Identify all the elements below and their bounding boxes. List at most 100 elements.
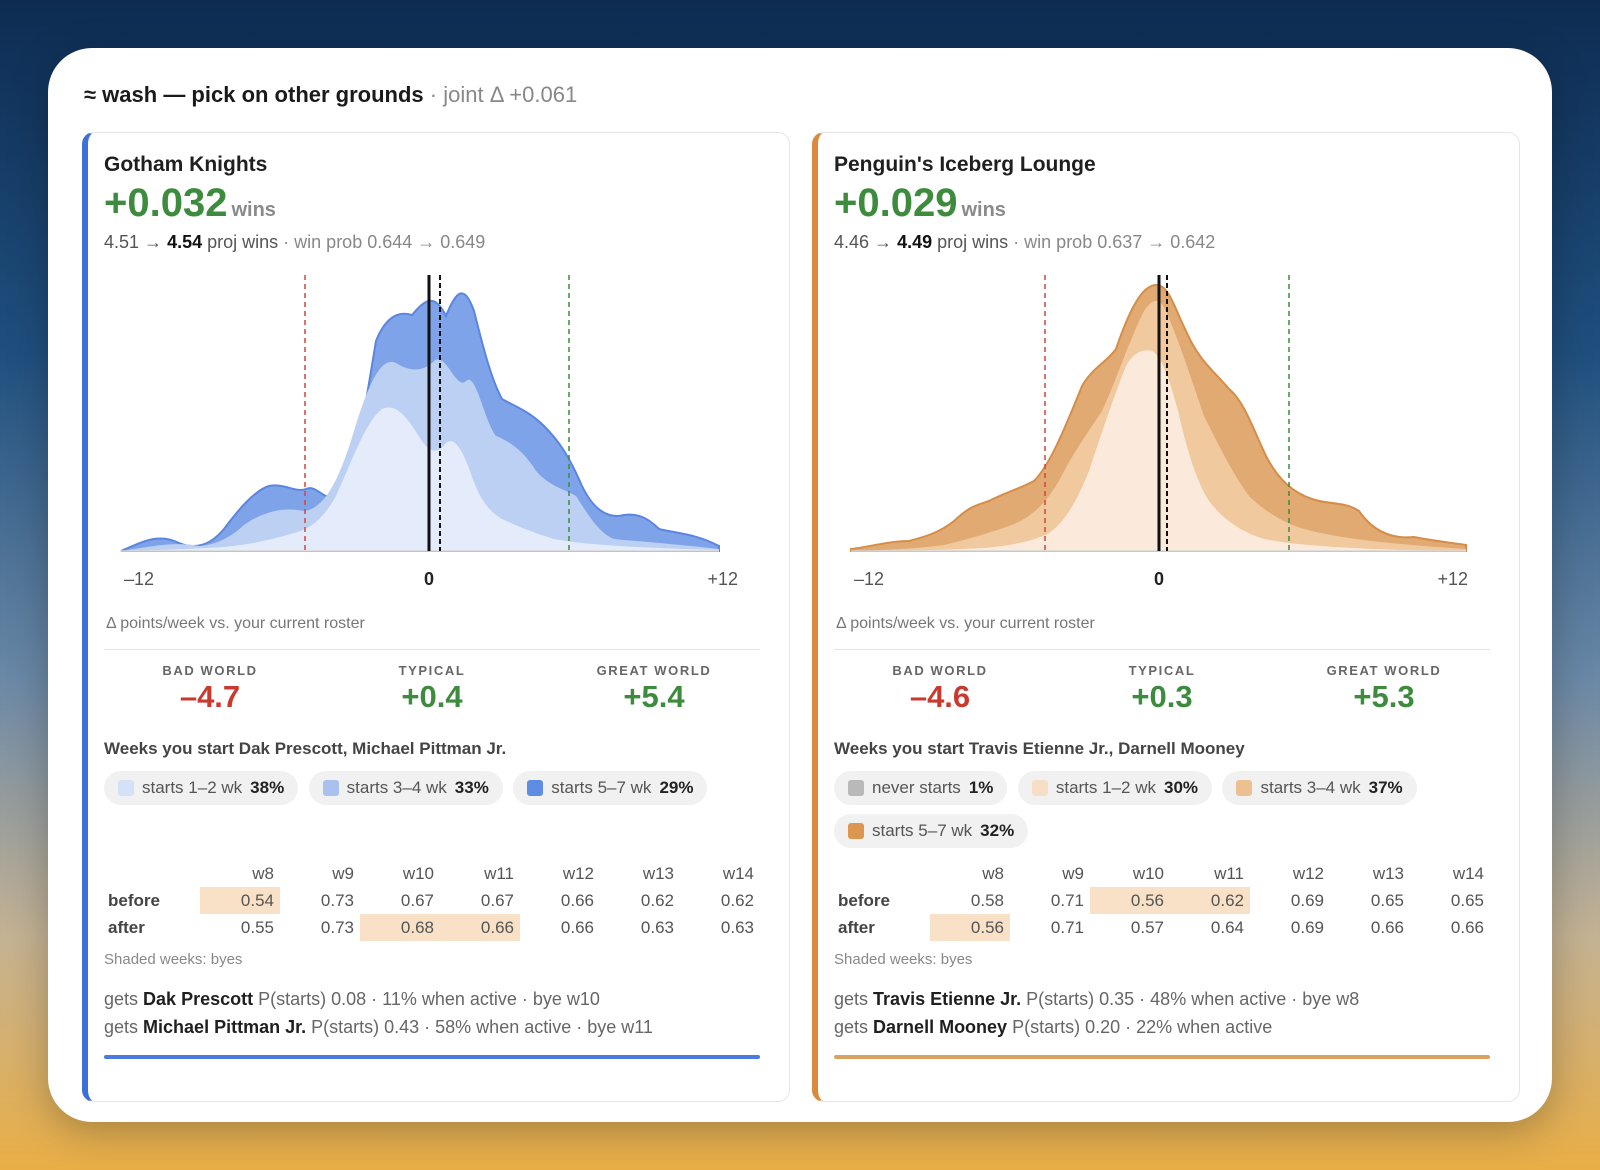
bad-world-value: –4.7 <box>179 679 241 714</box>
axis-tick-zero: 0 <box>1154 569 1164 589</box>
table-cell: 0.57 <box>1130 917 1164 937</box>
table-cell: 0.68 <box>360 914 440 941</box>
player-detail: P(starts) 0.08 · 11% when active · bye w… <box>258 989 600 1009</box>
player-detail: P(starts) 0.43 · 58% when active · bye w… <box>311 1017 653 1037</box>
table-cell: 0.65 <box>1450 890 1484 910</box>
joint-delta: · joint Δ +0.061 <box>423 82 578 107</box>
bad-world: BAD WORLD –4.7 <box>100 663 320 715</box>
week-header-row: w8 w9 w10 w11 w12 w13 w14 <box>834 861 1490 887</box>
table-cell: 0.63 <box>640 917 674 937</box>
great-world: GREAT WORLD +5.3 <box>1274 663 1494 715</box>
table-cell: 0.62 <box>640 890 674 910</box>
table-cell: 0.58 <box>970 890 1004 910</box>
proj-before: 4.46 → <box>834 232 893 252</box>
chip-label: starts 1–2 wk <box>1055 778 1156 797</box>
chip-swatch <box>527 780 544 796</box>
great-world-value: +5.4 <box>623 679 685 714</box>
chip-swatch <box>118 780 134 796</box>
distribution-chart: –12 0 +12 <box>850 275 1468 589</box>
win-delta-unit: wins <box>231 199 276 221</box>
table-cell: 0.66 <box>560 890 594 910</box>
table-cell: 0.65 <box>1370 890 1404 910</box>
axis-caption: Δ points/week vs. your current roster <box>106 615 365 632</box>
chip-pct: 30% <box>1164 778 1199 797</box>
week-header: w14 <box>1452 864 1484 883</box>
axis-tick-min: –12 <box>854 569 884 589</box>
comparison-card: ≈ wash — pick on other grounds · joint Δ… <box>48 48 1552 1122</box>
weeks-title: Weeks you start Dak Prescott, Michael Pi… <box>104 739 507 758</box>
accent-bar <box>104 1055 760 1059</box>
gets-player-2: gets Darnell Mooney P(starts) 0.20 · 22%… <box>834 1017 1272 1038</box>
axis-caption: Δ points/week vs. your current roster <box>836 615 1095 632</box>
week-header: w11 <box>484 864 514 883</box>
typical-value: +0.4 <box>401 679 463 714</box>
axis-tick-max: +12 <box>707 569 738 589</box>
table-cell: 0.69 <box>1290 917 1324 937</box>
week-header: w12 <box>562 864 594 883</box>
chip-pct: 38% <box>250 778 285 797</box>
gets-player-1: gets Travis Etienne Jr. P(starts) 0.35 ·… <box>834 989 1359 1010</box>
win-delta: +0.029 wins <box>834 181 1006 226</box>
chip-label: starts 5–7 wk <box>872 821 973 840</box>
gets-player-2: gets Michael Pittman Jr. P(starts) 0.43 … <box>104 1017 653 1038</box>
proj-before: 4.51 → <box>104 232 163 252</box>
chip-starts-5-7[interactable]: starts 5–7 wk 32% <box>834 814 1029 848</box>
before-row: before 0.58 0.71 0.56 0.62 0.69 0.65 0.6… <box>834 887 1490 914</box>
week-header: w13 <box>642 864 674 883</box>
table-cell: 0.66 <box>560 917 594 937</box>
team-name: Gotham Knights <box>104 153 268 176</box>
projection-line: 4.51 → 4.54 proj wins · win prob 0.644 →… <box>104 232 485 253</box>
chip-starts-5-7[interactable]: starts 5–7 wk 29% <box>513 771 708 805</box>
axis-tick-max: +12 <box>1437 569 1468 589</box>
team-name: Penguin's Iceberg Lounge <box>834 153 1096 176</box>
week-header-row: w8 w9 w10 w11 w12 w13 w14 <box>104 861 760 887</box>
table-cell: 0.69 <box>1290 890 1324 910</box>
win-delta-value: +0.029 <box>834 181 958 225</box>
chip-pct: 32% <box>980 821 1015 840</box>
world-summary: BAD WORLD –4.7 TYPICAL +0.4 GREAT WORLD … <box>104 663 760 723</box>
chip-starts-3-4[interactable]: starts 3–4 wk 37% <box>1222 771 1417 805</box>
win-delta-value: +0.032 <box>104 181 228 225</box>
player-name: Dak Prescott <box>143 989 254 1009</box>
table-cell: 0.54 <box>200 887 280 914</box>
table-cell: 0.66 <box>440 914 520 941</box>
chip-label: never starts <box>872 778 961 797</box>
chip-starts-3-4[interactable]: starts 3–4 wk 33% <box>308 771 503 805</box>
weeks-title: Weeks you start Travis Etienne Jr., Darn… <box>834 739 1245 758</box>
player-detail: P(starts) 0.35 · 48% when active · bye w… <box>1026 989 1360 1009</box>
player-name: Travis Etienne Jr. <box>873 989 1022 1009</box>
projection-line: 4.46 → 4.49 proj wins · win prob 0.637 →… <box>834 232 1215 253</box>
gets-prefix: gets <box>834 1017 869 1037</box>
gets-player-1: gets Dak Prescott P(starts) 0.08 · 11% w… <box>104 989 600 1010</box>
chip-starts-1-2[interactable]: starts 1–2 wk 38% <box>104 771 299 805</box>
chip-swatch <box>848 823 864 839</box>
week-header: w9 <box>1062 864 1084 883</box>
table-cell: 0.55 <box>240 917 274 937</box>
chip-label: starts 3–4 wk <box>346 778 447 797</box>
divider <box>834 649 1490 650</box>
typical-value: +0.3 <box>1131 679 1193 714</box>
player-name: Michael Pittman Jr. <box>143 1017 307 1037</box>
table-cell: 0.64 <box>1210 917 1244 937</box>
player-name: Darnell Mooney <box>873 1017 1008 1037</box>
week-header: w10 <box>402 864 434 883</box>
typical-label: TYPICAL <box>398 663 466 678</box>
week-header: w12 <box>1292 864 1324 883</box>
shaded-note: Shaded weeks: byes <box>104 951 243 968</box>
week-header: w11 <box>1214 864 1244 883</box>
great-world-label: GREAT WORLD <box>1326 663 1442 678</box>
chip-never-starts[interactable]: never starts 1% <box>834 771 1008 805</box>
row-label: after <box>108 917 145 937</box>
divider <box>104 649 760 650</box>
world-summary: BAD WORLD –4.6 TYPICAL +0.3 GREAT WORLD … <box>834 663 1490 723</box>
axis-tick-zero: 0 <box>424 569 434 589</box>
chip-pct: 29% <box>659 778 694 797</box>
team-panel-penguin: Penguin's Iceberg Lounge +0.029 wins 4.46… <box>812 132 1520 1102</box>
chip-starts-1-2[interactable]: starts 1–2 wk 30% <box>1017 771 1213 805</box>
week-header: w13 <box>1372 864 1404 883</box>
chip-pct: 37% <box>1368 778 1403 797</box>
chip-pct: 33% <box>454 778 489 797</box>
table-cell: 0.63 <box>720 917 754 937</box>
bad-world-value: –4.6 <box>909 679 971 714</box>
table-cell: 0.56 <box>1090 887 1170 914</box>
